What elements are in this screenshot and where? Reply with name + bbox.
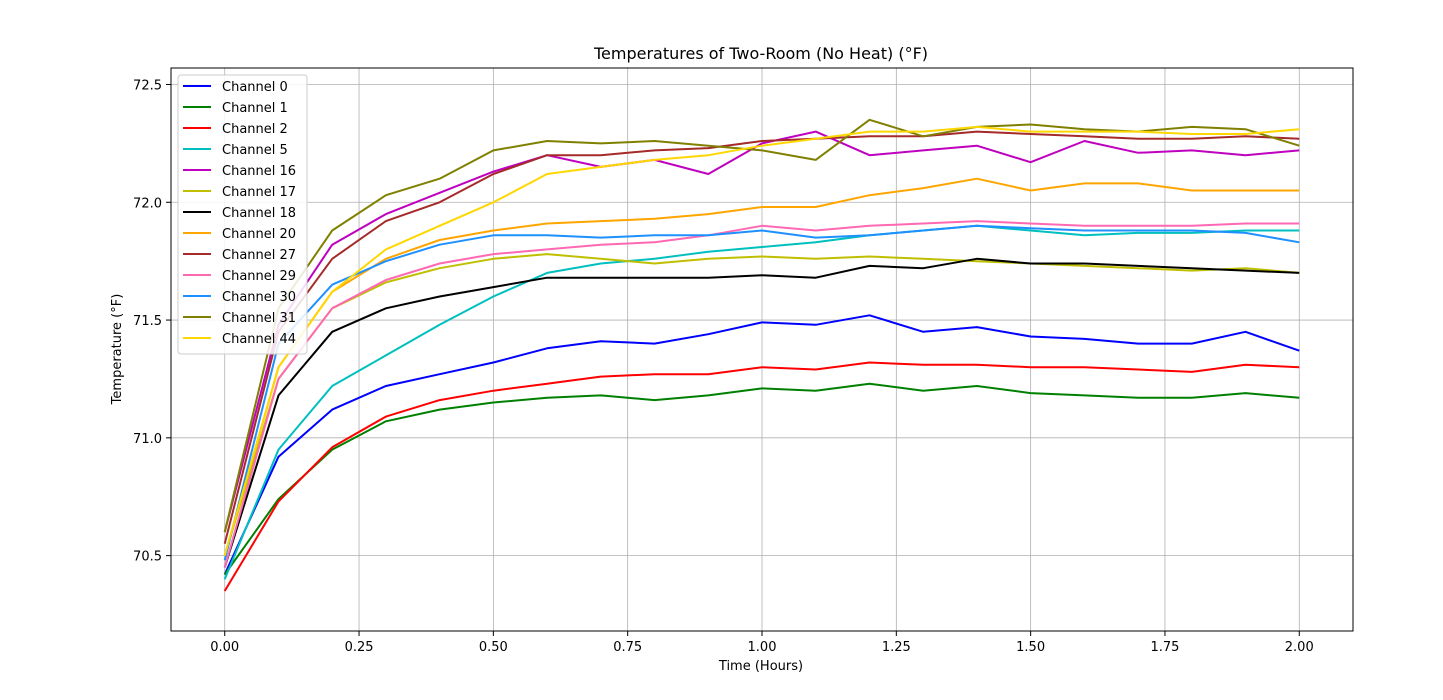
series-layer (223, 118, 1300, 592)
legend-box (177, 74, 308, 355)
y-tick-label: 71.5 (133, 314, 162, 329)
x-tick-label: 2.00 (1285, 640, 1314, 655)
series-line-channel-0 (223, 314, 1300, 575)
x-tick-label: 1.50 (1016, 640, 1045, 655)
legend-label: Channel 27 (222, 248, 296, 263)
series-line-channel-29 (223, 220, 1300, 568)
series-line-channel-44 (223, 125, 1300, 556)
legend-label: Channel 18 (222, 206, 296, 221)
y-tick-label: 70.5 (133, 550, 162, 565)
series-line-channel-1 (223, 382, 1300, 576)
x-tick-label: 0.75 (613, 640, 642, 655)
series-line-channel-27 (223, 130, 1300, 545)
legend-label: Channel 1 (222, 101, 288, 116)
x-tick-label: 0.25 (345, 640, 374, 655)
legend-label: Channel 20 (222, 227, 296, 242)
series-line-channel-5 (223, 224, 1300, 580)
x-tick-label: 1.00 (748, 640, 777, 655)
y-axis-ticks: 70.5 71.0 71.5 72.0 72.5 (133, 78, 171, 565)
legend-label: Channel 2 (222, 122, 288, 137)
chart-title: Temperatures of Two-Room (No Heat) (°F) (593, 44, 928, 63)
legend: Channel 0 Channel 1 Channel 2 Channel 5 Chan… (177, 74, 308, 355)
grid-lines (171, 68, 1353, 631)
x-axis-ticks: 0.00 0.25 0.50 0.75 1.00 1.25 1.50 1.75 2.00 (210, 631, 1314, 655)
legend-label: Channel 16 (222, 164, 296, 179)
y-axis-label: Temperature (°F) (110, 294, 125, 406)
legend-label: Channel 29 (222, 269, 296, 284)
x-tick-label: 0.50 (479, 640, 508, 655)
y-tick-label: 71.0 (133, 432, 162, 447)
series-line-channel-18 (223, 257, 1300, 568)
x-tick-label: 1.25 (882, 640, 911, 655)
series-line-channel-30 (223, 224, 1300, 561)
legend-label: Channel 17 (222, 185, 296, 200)
y-tick-label: 72.5 (133, 78, 162, 93)
series-line-channel-16 (223, 130, 1300, 533)
legend-label: Channel 30 (222, 290, 296, 305)
series-line-channel-20 (223, 177, 1300, 556)
legend-label: Channel 0 (222, 80, 288, 95)
x-tick-label: 0.00 (210, 640, 239, 655)
x-axis-label: Time (Hours) (718, 659, 803, 674)
series-line-channel-2 (223, 361, 1300, 592)
legend-label: Channel 5 (222, 143, 288, 158)
series-line-channel-17 (223, 253, 1300, 556)
legend-label: Channel 31 (222, 311, 296, 326)
legend-label: Channel 44 (222, 332, 296, 347)
x-tick-label: 1.75 (1150, 640, 1179, 655)
y-tick-label: 72.0 (133, 196, 162, 211)
